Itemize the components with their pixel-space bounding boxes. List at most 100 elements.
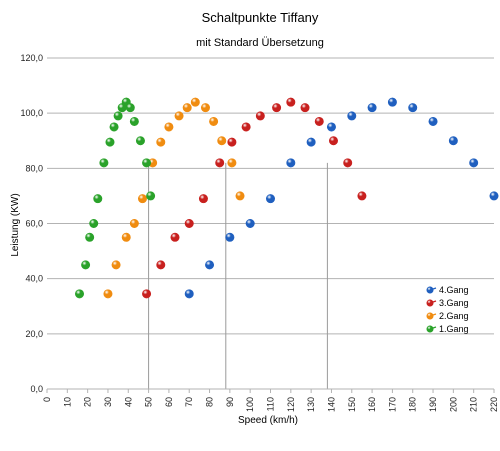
data-point xyxy=(81,260,91,270)
data-point xyxy=(300,103,310,113)
data-point xyxy=(225,232,235,242)
data-point xyxy=(245,219,255,229)
legend-marker-tail xyxy=(429,287,437,291)
legend: 4.Gang 3.Gang 2.Gang 1.Gang xyxy=(426,285,469,334)
x-tick-label: 60 xyxy=(164,397,174,407)
data-point xyxy=(314,116,324,126)
x-tick-label: 70 xyxy=(184,397,194,407)
data-point xyxy=(198,194,208,204)
x-axis-title: Speed (km/h) xyxy=(238,415,298,426)
data-point xyxy=(328,136,338,146)
data-point xyxy=(469,158,479,168)
x-tick-label: 110 xyxy=(266,397,276,411)
data-point xyxy=(286,97,296,107)
data-point xyxy=(343,158,353,168)
reference-lines xyxy=(148,162,328,389)
data-point xyxy=(129,219,139,229)
grid xyxy=(47,57,494,390)
chart-subtitle: mit Standard Übersetzung xyxy=(196,37,324,49)
data-point xyxy=(448,136,458,146)
x-tick-label: 220 xyxy=(489,397,499,412)
data-point xyxy=(156,137,166,147)
data-point xyxy=(217,136,227,146)
data-point xyxy=(146,191,156,201)
data-point xyxy=(111,260,121,270)
data-point xyxy=(227,137,237,147)
x-tick-label: 40 xyxy=(123,397,133,407)
data-point xyxy=(326,122,336,132)
legend-label: 4.Gang xyxy=(439,285,469,295)
data-point xyxy=(103,289,113,299)
data-point xyxy=(205,260,215,270)
data-point xyxy=(129,116,139,126)
data-point xyxy=(170,232,180,242)
data-point xyxy=(215,158,225,168)
data-point xyxy=(184,219,194,229)
x-tick-label: 50 xyxy=(144,397,154,407)
x-tick-label: 80 xyxy=(205,397,215,407)
data-point xyxy=(121,232,131,242)
data-point xyxy=(347,111,357,121)
y-tick-label: 60,0 xyxy=(25,219,43,229)
axes: 0,0 20,0 40,0 60,0 80,0 100,0 120,0 0 10 20 30 40 50… xyxy=(20,53,499,412)
x-tick-label: 180 xyxy=(408,397,418,412)
legend-marker-tail xyxy=(429,313,437,317)
data-point xyxy=(286,158,296,168)
y-tick-label: 20,0 xyxy=(25,329,43,339)
x-tick-label: 90 xyxy=(225,397,235,407)
legend-label: 1.Gang xyxy=(439,324,469,334)
x-tick-label: 20 xyxy=(83,397,93,407)
data-point xyxy=(272,103,282,113)
data-point xyxy=(182,103,192,113)
x-tick-label: 100 xyxy=(245,397,255,412)
data-point xyxy=(113,111,123,121)
legend-marker-tail xyxy=(429,326,437,330)
y-tick-label: 80,0 xyxy=(25,163,43,173)
x-tick-label: 210 xyxy=(469,397,479,412)
data-point xyxy=(85,232,95,242)
data-point xyxy=(156,260,166,270)
data-point xyxy=(75,289,85,299)
data-point xyxy=(387,97,397,107)
y-tick-label: 40,0 xyxy=(25,274,43,284)
x-tick-label: 120 xyxy=(286,397,296,412)
data-point xyxy=(142,158,152,168)
x-tick-label: 160 xyxy=(367,397,377,412)
data-point xyxy=(367,103,377,113)
data-point xyxy=(125,103,135,113)
data-point xyxy=(174,111,184,121)
x-tick-label: 0 xyxy=(42,397,52,402)
data-point xyxy=(227,158,237,168)
data-point xyxy=(241,122,251,132)
y-tick-label: 100,0 xyxy=(20,108,43,118)
data-point xyxy=(408,103,418,113)
data-point xyxy=(109,122,119,132)
x-tick-label: 150 xyxy=(347,397,357,412)
data-point xyxy=(235,191,245,201)
data-point xyxy=(105,137,115,147)
x-tick-label: 140 xyxy=(326,397,336,412)
data-point xyxy=(255,111,265,121)
y-tick-label: 0,0 xyxy=(30,384,43,394)
data-point xyxy=(89,219,99,229)
x-tick-label: 200 xyxy=(448,397,458,412)
y-tick-label: 120,0 xyxy=(20,53,43,63)
data-point xyxy=(265,194,275,204)
x-tick-label: 190 xyxy=(428,397,438,412)
data-point xyxy=(137,194,147,204)
data-point xyxy=(135,136,145,146)
x-tick-label: 30 xyxy=(103,397,113,407)
chart-title: Schaltpunkte Tiffany xyxy=(202,10,319,25)
y-axis-title: Leistung (KW) xyxy=(10,193,21,256)
x-tick-label: 10 xyxy=(62,397,72,407)
data-point xyxy=(99,158,109,168)
data-point xyxy=(209,116,219,126)
data-point xyxy=(93,194,103,204)
data-point xyxy=(428,116,438,126)
data-point xyxy=(164,122,174,132)
x-tick-label: 130 xyxy=(306,397,316,412)
data-point xyxy=(190,97,200,107)
x-tick-label: 170 xyxy=(387,397,397,412)
